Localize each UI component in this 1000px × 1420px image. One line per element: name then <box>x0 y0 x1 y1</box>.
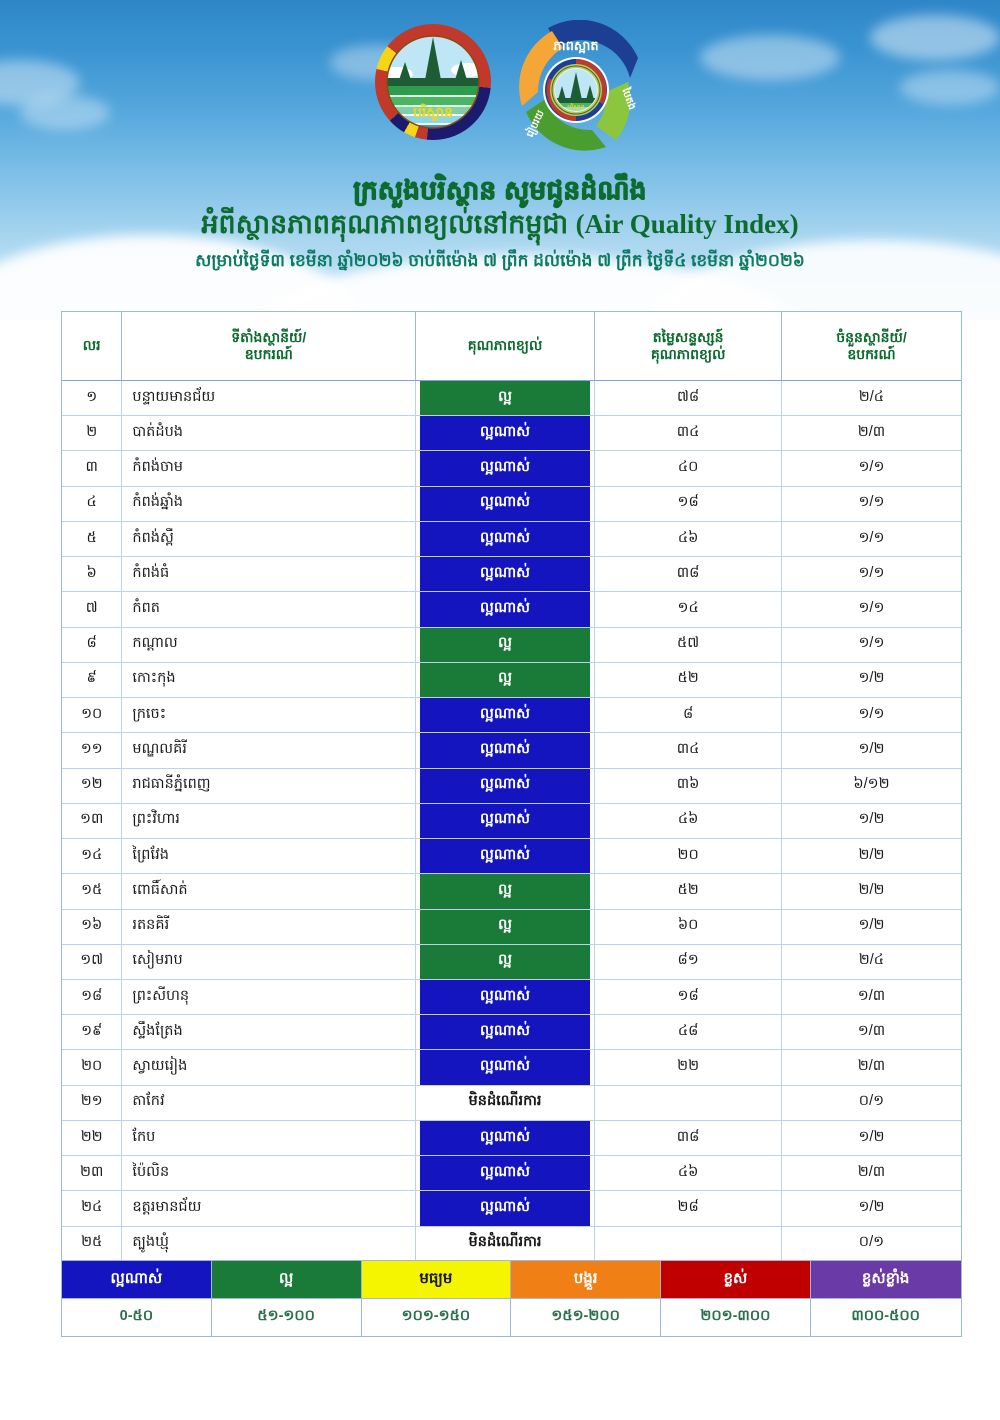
svg-text:បរិស្ថាន: បរិស្ថាន <box>567 103 584 111</box>
svg-text:ភាពស្អាត: ភាពស្អាត <box>553 38 598 54</box>
svg-text:បរិស្ថាន: បរិស្ថាន <box>413 103 453 121</box>
